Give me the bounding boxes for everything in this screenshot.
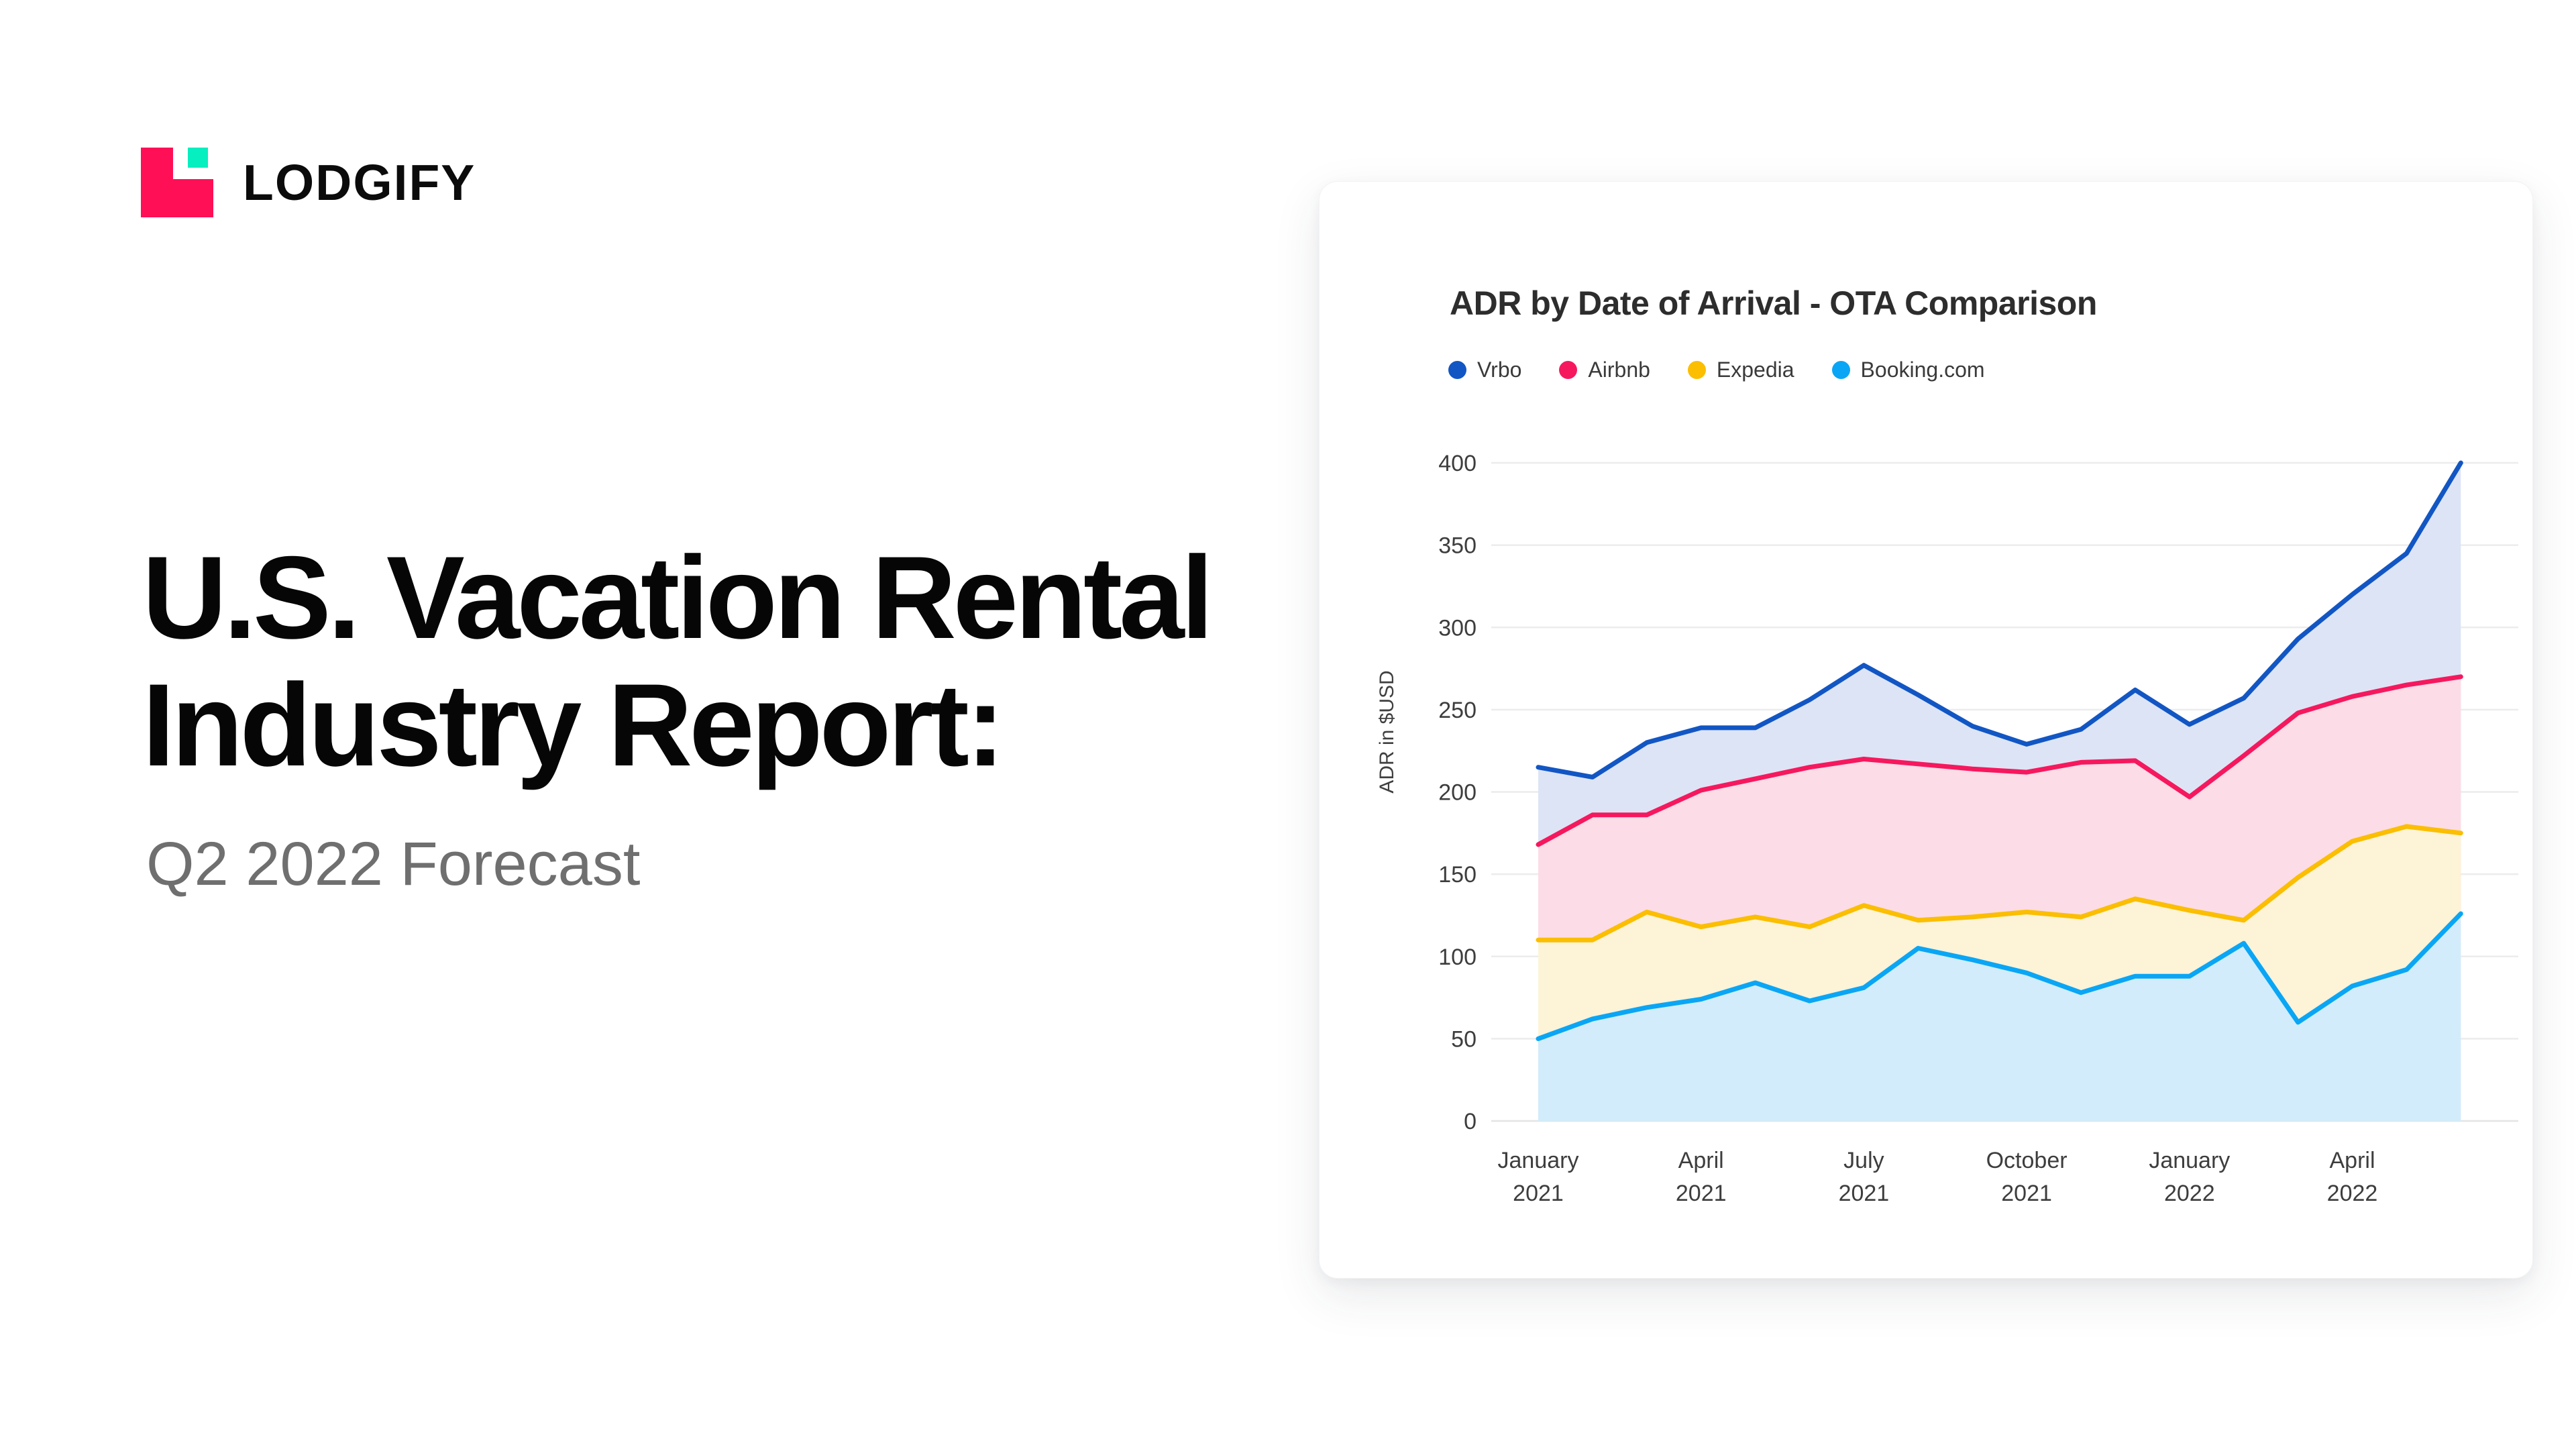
y-tick-300: 300: [1438, 615, 1477, 641]
lodgify-logo: LODGIFY: [141, 148, 476, 217]
legend-dot-expedia: [1687, 361, 1706, 379]
y-tick-150: 150: [1438, 862, 1477, 888]
hero-subtitle: Q2 2022 Forecast: [146, 830, 641, 898]
y-tick-350: 350: [1438, 533, 1477, 559]
x-tick-april-2021: April 2021: [1676, 1148, 1727, 1206]
series-fills: [1538, 463, 2461, 1121]
legend-dot-booking-com: [1831, 361, 1850, 379]
legend-label: Airbnb: [1588, 358, 1650, 382]
x-tick-july-2021: July 2021: [1839, 1148, 1890, 1206]
x-tick-april-2022: April 2022: [2327, 1148, 2378, 1206]
y-tick-250: 250: [1438, 698, 1477, 723]
y-tick-50: 50: [1451, 1026, 1477, 1052]
left-panel: LODGIFY U.S. Vacation Rental Industry Re…: [141, 148, 1214, 898]
chart-legend: Vrbo Airbnb Expedia Booking.com: [1448, 358, 1985, 382]
chart-card: ADR by Date of Arrival - OTA Comparison …: [1319, 181, 2533, 1279]
y-tick-200: 200: [1438, 780, 1477, 806]
adr-area-chart: 0 50 100 150 200 250 300 350 400 January 2021 April…: [1376, 451, 2518, 1206]
y-axis-title: ADR in $USD: [1376, 670, 1398, 793]
area-fill-booking-com: [1538, 914, 2461, 1121]
hero-title-line-1: U.S. Vacation Rental: [142, 533, 1214, 663]
y-tick-400: 400: [1438, 451, 1477, 476]
lodgify-logo-icon: [141, 148, 213, 217]
legend-item-vrbo: Vrbo: [1448, 358, 1521, 382]
x-tick-january-2021: January 2021: [1498, 1148, 1579, 1206]
y-tick-100: 100: [1438, 945, 1477, 970]
line-expedia: [1536, 824, 2463, 943]
legend-label: Expedia: [1716, 358, 1794, 382]
y-axis-tick-labels: 0 50 100 150 200 250 300 350 400: [1438, 451, 1477, 1134]
y-tick-0: 0: [1464, 1109, 1477, 1134]
legend-item-booking-com: Booking.com: [1831, 358, 1985, 382]
hero-title: U.S. Vacation Rental Industry Report:: [142, 533, 1214, 791]
legend-item-expedia: Expedia: [1687, 358, 1794, 382]
x-tick-october-2021: October 2021: [1986, 1148, 2068, 1206]
x-tick-january-2022: January 2022: [2149, 1148, 2230, 1206]
chart-title: ADR by Date of Arrival - OTA Comparison: [1450, 284, 2097, 322]
x-axis-tick-labels: January 2021 April 2021 July 2021 October 2021 J…: [1498, 1148, 2378, 1206]
legend-label: Vrbo: [1477, 358, 1522, 382]
legend-dot-vrbo: [1448, 361, 1466, 379]
line-vrbo: [1536, 460, 2463, 780]
legend-label: Booking.com: [1860, 358, 1985, 382]
hero-title-line-2: Industry Report:: [142, 660, 1005, 791]
legend-item-airbnb: Airbnb: [1559, 358, 1650, 382]
line-airbnb: [1536, 674, 2463, 847]
series-lines: [1536, 460, 2463, 1041]
legend-dot-airbnb: [1559, 361, 1578, 379]
line-booking-com: [1536, 911, 2463, 1041]
logo-wordmark: LODGIFY: [243, 154, 476, 211]
